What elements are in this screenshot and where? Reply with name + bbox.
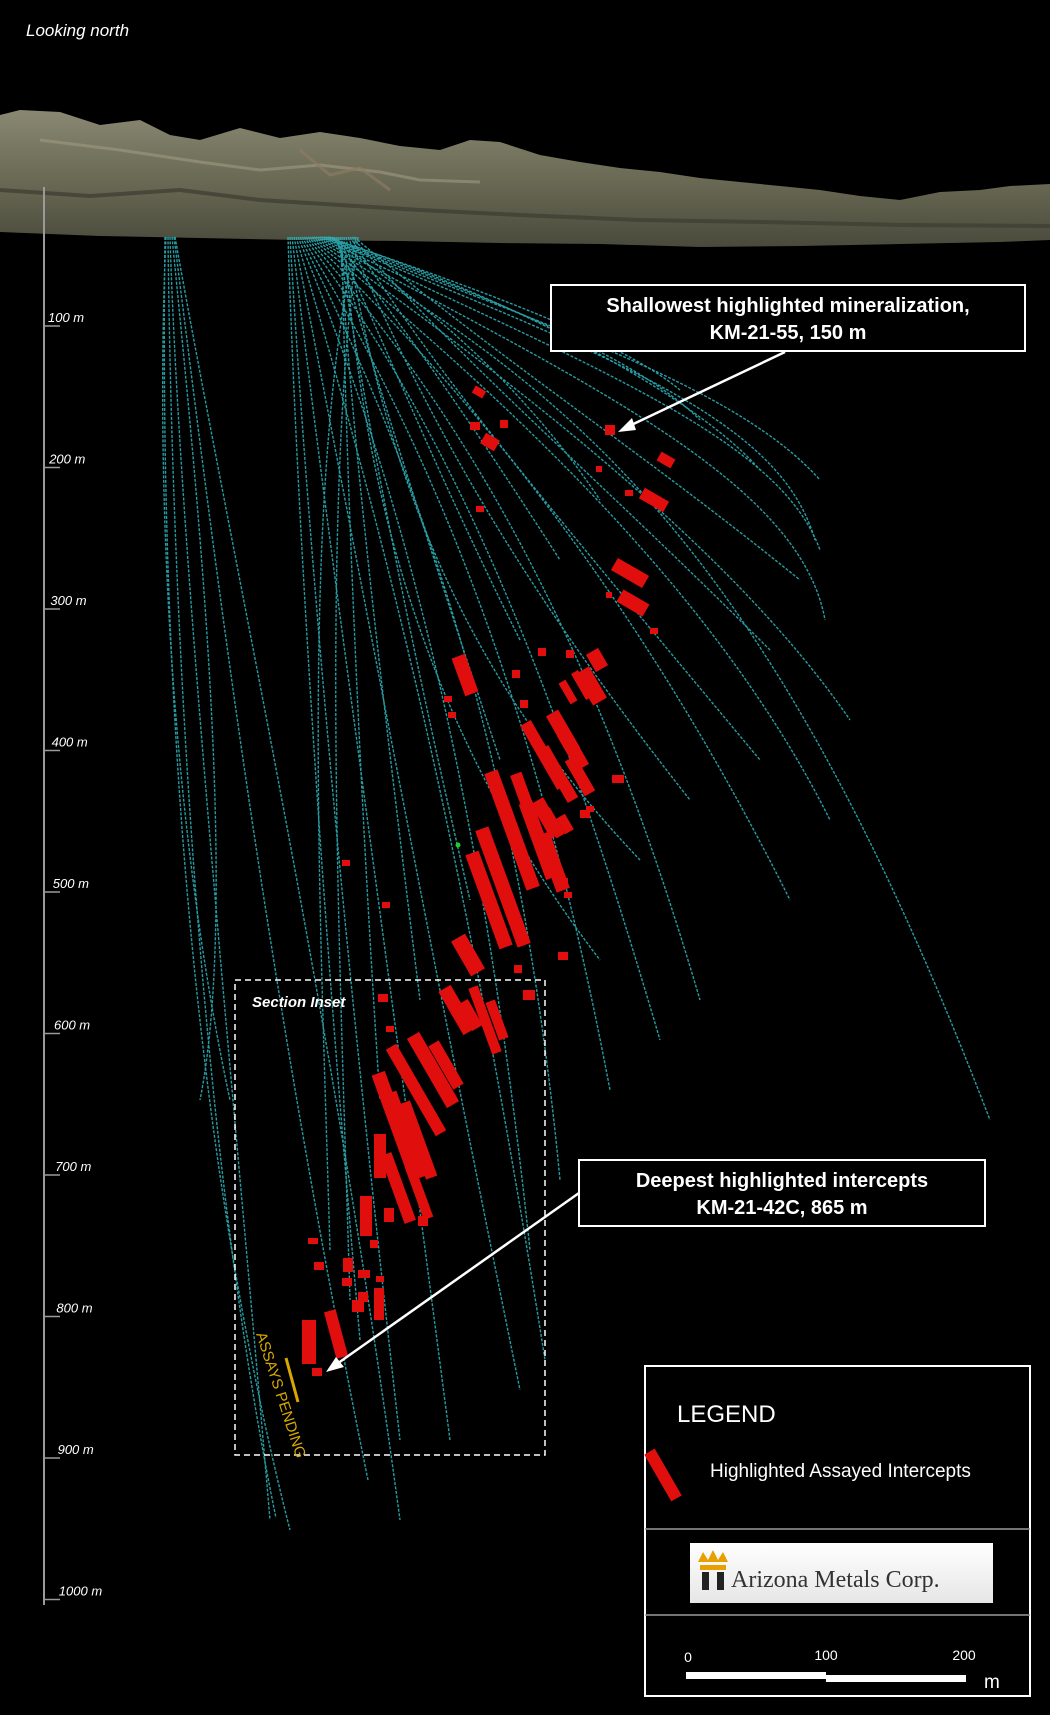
view-direction-label: Looking north	[26, 21, 129, 40]
scale-bar-segment-1	[686, 1672, 826, 1679]
section-inset: Section Inset	[234, 979, 546, 1456]
legend-intercept-swatch	[644, 1448, 682, 1502]
depth-label: 800 m	[56, 1301, 92, 1316]
terrain-surface	[0, 110, 1051, 247]
callout-shallowest: Shallowest highlighted mineralization, K…	[550, 284, 1026, 432]
callout-deepest-arrow	[333, 1191, 580, 1368]
intercept-shallowest	[605, 425, 615, 435]
callout-shallowest-line2: KM-21-55, 150 m	[710, 322, 867, 344]
depth-label: 500 m	[53, 876, 89, 891]
green-marker	[455, 842, 461, 848]
section-inset-label: Section Inset	[252, 994, 346, 1011]
scale-bar-tick-100: 100	[814, 1647, 838, 1663]
callout-deepest: Deepest highlighted intercepts KM-21-42C…	[326, 1159, 986, 1372]
legend: LEGEND Highlighted Assayed Intercepts Ar…	[644, 1365, 1031, 1697]
depth-label: 200 m	[48, 452, 85, 467]
intercept-km-21-42c	[312, 1368, 322, 1376]
legend-item-label: Highlighted Assayed Intercepts	[710, 1461, 971, 1482]
company-logo: Arizona Metals Corp.	[690, 1543, 993, 1603]
highlighted-intercepts	[302, 385, 676, 1376]
scale-bar-segment-2	[826, 1675, 966, 1682]
section-inset-box	[234, 979, 546, 1456]
callout-deepest-box	[578, 1159, 986, 1227]
drill-traces	[161, 236, 991, 1531]
callout-deepest-line1: Deepest highlighted intercepts	[636, 1170, 928, 1192]
depth-label: 400 m	[52, 735, 88, 750]
legend-box	[644, 1365, 1031, 1697]
company-logo-text: Arizona Metals Corp.	[731, 1567, 940, 1593]
depth-label: 900 m	[58, 1442, 94, 1457]
callout-deepest-arrowhead	[326, 1357, 344, 1372]
depth-label: 700 m	[55, 1159, 91, 1174]
scale-bar-tick-200: 200	[952, 1647, 976, 1663]
callout-shallowest-line1: Shallowest highlighted mineralization,	[606, 295, 969, 317]
depth-label: 600 m	[54, 1018, 90, 1033]
depth-label: 300 m	[50, 593, 86, 608]
callout-shallowest-box	[550, 284, 1026, 352]
legend-title: LEGEND	[677, 1401, 776, 1428]
crown-icon	[698, 1550, 728, 1562]
depth-scale: 100 m 200 m 300 m 400 m 500 m 600 m 700 m 800 m…	[43, 187, 103, 1605]
callout-shallowest-arrow	[624, 350, 786, 430]
assays-pending-bar	[284, 1357, 300, 1403]
callout-shallowest-arrowhead	[618, 418, 636, 432]
scale-bar-unit: m	[984, 1672, 1000, 1693]
callout-deepest-line2: KM-21-42C, 865 m	[696, 1197, 867, 1219]
depth-label: 100 m	[48, 310, 84, 325]
depth-label: 1000 m	[59, 1584, 103, 1599]
scale-bar: 0 100 200 m	[684, 1647, 1000, 1693]
depth-scale-ticks: 100 m 200 m 300 m 400 m 500 m 600 m 700 m 800 m…	[44, 310, 103, 1601]
scale-bar-tick-0: 0	[684, 1649, 692, 1665]
intercept-km-21-55	[471, 385, 487, 399]
